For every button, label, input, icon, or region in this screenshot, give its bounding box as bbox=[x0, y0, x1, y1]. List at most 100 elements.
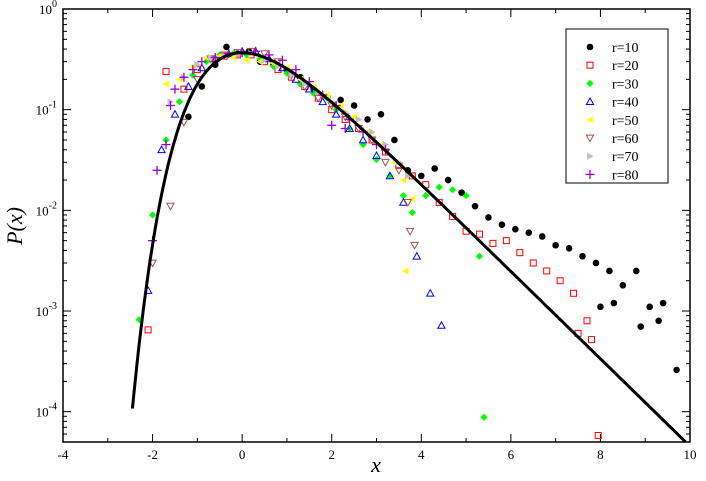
data-point bbox=[525, 229, 533, 236]
data-point bbox=[318, 97, 328, 106]
data-point bbox=[197, 63, 207, 72]
data-point bbox=[256, 55, 264, 63]
data-point bbox=[337, 96, 344, 104]
data-point bbox=[148, 211, 157, 219]
axis-ticks bbox=[62, 8, 691, 443]
data-point bbox=[405, 227, 415, 236]
data-point bbox=[489, 239, 497, 247]
data-point bbox=[436, 320, 446, 329]
legend-label: r=10 bbox=[612, 41, 639, 56]
data-point bbox=[223, 43, 230, 51]
data-point bbox=[586, 43, 594, 51]
data-point bbox=[458, 189, 465, 196]
data-point bbox=[585, 96, 595, 105]
legend-item: r=10 bbox=[586, 41, 639, 56]
data-point bbox=[610, 299, 618, 307]
data-point bbox=[152, 165, 162, 175]
data-point bbox=[162, 67, 170, 75]
data-point bbox=[364, 116, 371, 123]
x-axis-title: x bbox=[370, 452, 381, 477]
data-point bbox=[256, 58, 263, 66]
legend-label: r=60 bbox=[612, 132, 639, 147]
x-tick-label: -2 bbox=[147, 447, 158, 462]
data-point bbox=[659, 299, 667, 307]
data-point bbox=[646, 303, 653, 311]
data-point bbox=[431, 165, 439, 172]
data-point bbox=[417, 172, 425, 180]
y-tick-label: 10-1 bbox=[36, 100, 57, 118]
legend-item: r=50 bbox=[586, 114, 639, 129]
data-point bbox=[594, 432, 602, 440]
data-point bbox=[673, 366, 680, 374]
y-axis-title: P(x) bbox=[2, 207, 27, 246]
data-point bbox=[372, 155, 381, 164]
data-point bbox=[403, 198, 413, 208]
legend-item: r=80 bbox=[585, 168, 639, 183]
x-tick-label: 10 bbox=[684, 447, 697, 462]
data-point bbox=[498, 221, 506, 229]
data-point bbox=[565, 244, 573, 252]
data-point bbox=[165, 101, 175, 111]
y-tick-label: 100 bbox=[39, 0, 57, 17]
data-point bbox=[377, 110, 385, 118]
legend-box bbox=[565, 28, 669, 184]
data-point bbox=[189, 71, 197, 79]
data-point bbox=[587, 152, 594, 160]
data-point bbox=[619, 282, 627, 289]
data-point bbox=[283, 69, 291, 77]
data-point bbox=[243, 56, 250, 64]
data-point bbox=[340, 124, 350, 134]
data-point bbox=[327, 120, 337, 130]
data-point bbox=[476, 230, 484, 238]
data-point bbox=[435, 183, 443, 191]
y-tick-label: 10-3 bbox=[36, 301, 57, 319]
data-point bbox=[166, 202, 175, 211]
data-point bbox=[404, 172, 412, 180]
data-point bbox=[162, 136, 170, 144]
y-tick-label: 10-4 bbox=[36, 402, 57, 420]
legend-item: r=20 bbox=[586, 59, 639, 74]
data-point bbox=[157, 145, 166, 154]
y-tick-labels: 100 10-1 10-2 10-3 10-4 bbox=[36, 0, 57, 420]
data-point bbox=[471, 202, 479, 210]
legend-item: r=40 bbox=[585, 96, 639, 111]
data-point bbox=[480, 413, 488, 421]
data-point bbox=[449, 186, 457, 194]
x-tick-labels: -4 -2 0 2 4 6 8 10 bbox=[58, 447, 697, 462]
data-point bbox=[386, 172, 394, 180]
data-point bbox=[291, 65, 301, 75]
data-point bbox=[197, 57, 207, 67]
data-point bbox=[162, 80, 169, 88]
data-point bbox=[210, 52, 220, 62]
legend-item: r=60 bbox=[585, 132, 639, 147]
data-point bbox=[296, 80, 304, 88]
data-point bbox=[355, 115, 363, 124]
x-tick-label: 0 bbox=[239, 447, 246, 462]
data-point bbox=[585, 169, 595, 179]
data-point bbox=[260, 50, 269, 59]
data-point bbox=[579, 252, 586, 260]
legend-label: r=50 bbox=[612, 114, 639, 129]
data-point bbox=[381, 158, 390, 167]
data-point bbox=[552, 241, 559, 249]
data-point bbox=[399, 192, 407, 200]
data-point bbox=[304, 84, 314, 93]
data-point bbox=[310, 89, 318, 98]
data-point bbox=[556, 277, 564, 285]
data-point bbox=[586, 79, 594, 87]
data-point bbox=[408, 195, 416, 203]
data-point bbox=[655, 317, 662, 325]
data-point bbox=[229, 53, 237, 62]
legend: r=10 r=20 r=30 r=40 r=50 r=60 r=70 r=80 bbox=[565, 28, 669, 184]
data-point bbox=[425, 288, 435, 297]
data-point bbox=[382, 140, 390, 149]
data-point bbox=[475, 252, 484, 260]
data-point bbox=[358, 135, 368, 144]
legend-label: r=30 bbox=[612, 77, 639, 92]
data-point bbox=[170, 109, 180, 118]
data-point bbox=[350, 102, 358, 109]
data-point bbox=[410, 241, 420, 250]
legend-label: r=40 bbox=[612, 96, 639, 111]
data-point bbox=[412, 251, 422, 260]
data-point bbox=[538, 233, 546, 240]
